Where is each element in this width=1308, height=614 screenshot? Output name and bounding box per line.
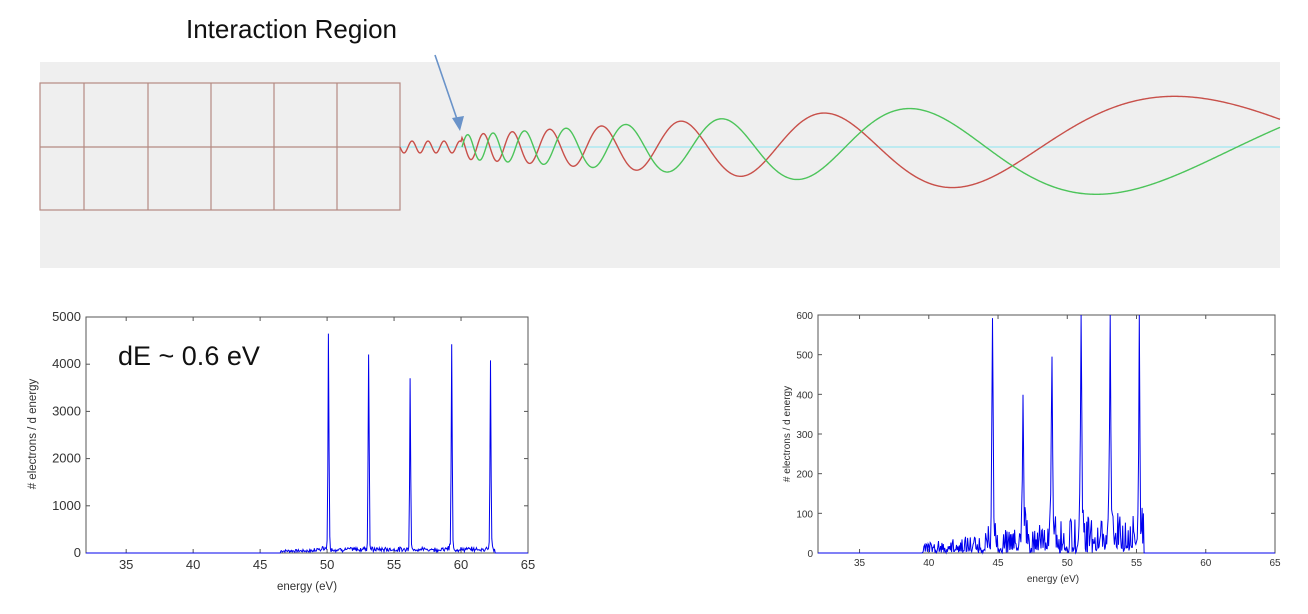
y-tick-label: 500 xyxy=(796,351,813,362)
x-tick-label: 45 xyxy=(992,558,1004,569)
plot-frame xyxy=(85,316,529,554)
x-tick-label: 50 xyxy=(1062,558,1074,569)
plot-frame xyxy=(817,314,1276,554)
left-axes xyxy=(85,316,529,554)
right-x-axis-label: energy (eV) xyxy=(1027,574,1079,585)
right-y-axis-label: # electrons / d energy xyxy=(782,386,793,482)
x-tick-label: 65 xyxy=(521,557,535,572)
energy-spread-annotation: dE ~ 0.6 eV xyxy=(118,341,260,371)
green-wave xyxy=(461,107,1281,196)
right-axes xyxy=(817,314,1276,554)
arrow-head xyxy=(452,116,464,131)
x-tick-label: 55 xyxy=(387,557,401,572)
x-tick-label: 45 xyxy=(253,557,267,572)
right-ticks: 35 40 45 50 55 60 65 0 100 200 300 400 500 600 xyxy=(796,311,1281,569)
y-tick-label: 4000 xyxy=(52,356,81,371)
y-tick-label: 400 xyxy=(796,390,813,401)
diagram-background xyxy=(40,62,1280,268)
interaction-region-label: Interaction Region xyxy=(186,14,397,44)
y-tick-label: 200 xyxy=(796,470,813,481)
interaction-diagram: Interaction Region xyxy=(39,14,1281,268)
arrow-shaft xyxy=(434,54,460,126)
right-spectrum-line xyxy=(818,314,1275,555)
y-tick-label: 0 xyxy=(807,549,813,560)
x-tick-label: 40 xyxy=(186,557,200,572)
y-tick-label: 600 xyxy=(796,311,813,322)
x-tick-label: 40 xyxy=(923,558,935,569)
left-y-axis-label: # electrons / d energy xyxy=(27,378,39,489)
left-spectrum-line xyxy=(86,333,528,554)
right-spectrum-chart: 35 40 45 50 55 60 65 0 100 200 300 400 500 600 energy… xyxy=(782,311,1281,585)
y-tick-label: 2000 xyxy=(52,451,81,466)
annotation-arrow xyxy=(434,54,464,131)
y-tick-label: 1000 xyxy=(52,498,81,513)
y-tick-label: 3000 xyxy=(52,403,81,418)
y-tick-label: 100 xyxy=(796,509,813,520)
left-ticks: 35 40 45 50 55 60 65 0 1000 2000 3000 4000 5000 xyxy=(52,309,535,572)
x-tick-label: 35 xyxy=(854,558,866,569)
y-tick-label: 5000 xyxy=(52,309,81,324)
red-wave xyxy=(399,95,1281,189)
left-spectrum-chart: 35 40 45 50 55 60 65 0 1000 2000 3000 4000 5000 dE ~… xyxy=(27,309,535,593)
y-tick-label: 0 xyxy=(74,545,81,560)
x-tick-label: 60 xyxy=(1200,558,1212,569)
y-tick-label: 300 xyxy=(796,430,813,441)
x-tick-label: 65 xyxy=(1269,558,1281,569)
undulator-grid xyxy=(39,82,401,211)
left-x-axis-label: energy (eV) xyxy=(277,581,337,593)
x-tick-label: 55 xyxy=(1131,558,1143,569)
x-tick-label: 50 xyxy=(320,557,334,572)
x-tick-label: 60 xyxy=(454,557,468,572)
x-tick-label: 35 xyxy=(119,557,133,572)
